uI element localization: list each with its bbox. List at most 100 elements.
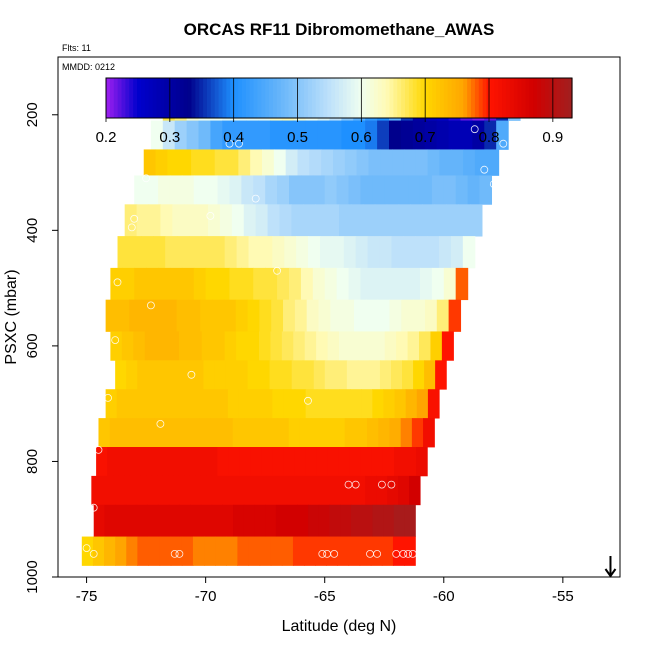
heatmap-cell <box>129 447 141 477</box>
heatmap-cell <box>152 299 166 332</box>
heatmap-cell <box>127 389 140 419</box>
heatmap-cell <box>367 236 381 269</box>
heatmap-cell <box>387 475 399 506</box>
sample-point <box>142 174 151 183</box>
colorbar-segment <box>296 78 301 118</box>
heatmap-cell <box>356 149 370 176</box>
heatmap-cell <box>146 267 159 301</box>
heatmap-cell <box>170 360 182 390</box>
heatmap-cell <box>158 504 170 537</box>
heatmap-cell <box>165 236 178 269</box>
heatmap-cell <box>415 236 428 269</box>
colorbar-segment <box>257 78 262 118</box>
colorbar-segment <box>304 78 309 118</box>
heatmap-cell <box>467 175 481 205</box>
heatmap-cell <box>469 204 483 237</box>
heatmap-cell <box>389 299 402 332</box>
heatmap-cell <box>343 236 357 269</box>
heatmap-cell <box>359 536 372 566</box>
heatmap-cell <box>392 149 405 176</box>
heatmap-cell <box>199 418 211 448</box>
heatmap-cell <box>332 475 344 506</box>
heatmap-cell <box>260 236 273 269</box>
colorbar-segment <box>401 78 406 118</box>
colorbar-segment <box>172 78 177 118</box>
heatmap-cell <box>219 204 233 237</box>
heatmap-cell <box>243 504 256 537</box>
colorbar-segment <box>366 78 371 118</box>
heatmap-cell <box>237 536 250 566</box>
heatmap-cell <box>205 175 219 205</box>
heatmap-cell <box>250 447 263 477</box>
colorbar-segment <box>412 78 418 118</box>
heatmap-cell <box>324 267 338 301</box>
heatmap-cell <box>250 149 263 176</box>
heatmap-cell <box>288 267 302 301</box>
colorbar-segment <box>261 78 266 118</box>
heatmap-cell <box>413 360 425 390</box>
heatmap-cell <box>355 236 369 269</box>
heatmap-cell <box>148 204 161 237</box>
heatmap-cell <box>179 149 192 176</box>
heatmap-cell <box>386 204 400 237</box>
colorbar-tick-label: 0.9 <box>542 129 563 146</box>
heatmap-cell <box>107 447 119 477</box>
sample-point <box>113 278 122 287</box>
colorbar-segment <box>385 78 391 118</box>
heatmap-cell <box>377 120 390 150</box>
heatmap-cell <box>324 360 337 390</box>
heatmap-cell <box>302 360 315 390</box>
sample-point <box>496 177 505 186</box>
colorbar-segment <box>168 78 173 118</box>
heatmap-cell <box>348 267 362 301</box>
heatmap-cell <box>371 447 384 477</box>
heatmap-cell <box>281 536 294 566</box>
colorbar-segment <box>300 78 305 118</box>
heatmap-cell <box>344 149 358 176</box>
heatmap-cell <box>265 267 278 301</box>
heatmap-cell <box>427 389 440 419</box>
x-tick-label: -55 <box>552 588 574 605</box>
heatmap-cell <box>460 120 473 150</box>
colorbar-segment <box>276 78 282 118</box>
heatmap-cell <box>336 175 350 205</box>
colorbar-segment <box>319 78 325 118</box>
colorbar-segment <box>218 78 224 118</box>
colorbar-segment <box>125 78 130 118</box>
y-axis-label: PSXC (mbar) <box>3 269 20 364</box>
flights-label: Flts: 11 <box>62 43 91 53</box>
heatmap-cell <box>416 389 429 419</box>
colorbar-segment <box>183 78 189 118</box>
colorbar-segment <box>373 78 379 118</box>
heatmap-cell <box>379 360 392 390</box>
sample-point <box>351 480 360 489</box>
heatmap-cell <box>215 536 227 566</box>
heatmap-cell <box>162 120 176 150</box>
heatmap-cell <box>368 149 381 176</box>
sample-point <box>489 180 498 189</box>
heatmap-cell <box>299 475 312 506</box>
colorbar-segment <box>133 78 138 118</box>
sample-point <box>408 550 417 558</box>
heatmap-cell <box>394 447 406 477</box>
y-tick-label: 400 <box>24 218 41 243</box>
heatmap-cell <box>316 389 329 419</box>
heatmap-cell <box>129 299 142 332</box>
heatmap-cell <box>419 267 433 301</box>
heatmap-cell <box>91 475 103 506</box>
colorbar-segment <box>210 78 216 118</box>
heatmap-cell <box>134 267 147 301</box>
heatmap-cell <box>448 299 462 332</box>
sample-point <box>235 139 243 148</box>
sample-point <box>82 544 91 552</box>
heatmap-cell <box>350 331 363 361</box>
colorbar-segment <box>544 78 550 118</box>
heatmap-cell <box>312 175 326 205</box>
heatmap-cell <box>255 475 268 506</box>
colorbar-segment <box>226 78 231 118</box>
heatmap-cell <box>293 331 306 361</box>
heatmap-cell <box>115 536 127 566</box>
heatmap-cell <box>217 175 231 205</box>
heatmap-cell <box>309 149 322 176</box>
